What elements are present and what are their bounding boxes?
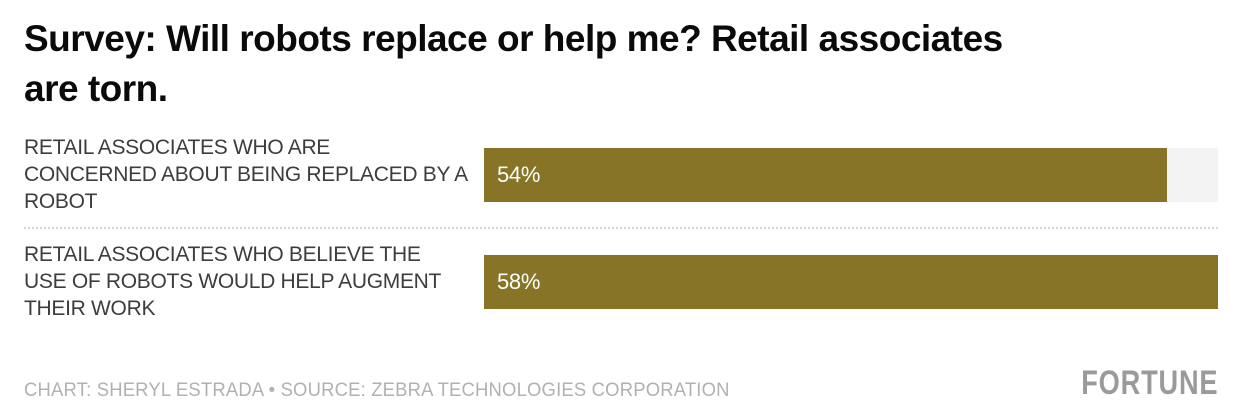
- bar-row-label: RETAIL ASSOCIATES WHO BELIEVE THE USE OF…: [24, 243, 441, 320]
- bar-row-augment: RETAIL ASSOCIATES WHO BELIEVE THE USE OF…: [24, 241, 1218, 322]
- bar-fill: 54%: [484, 147, 1168, 202]
- bar-fill: 58%: [484, 254, 1218, 309]
- bar-track: 58%: [484, 254, 1218, 309]
- bar-row-label: RETAIL ASSOCIATES WHO ARE CONCERNED ABOU…: [24, 136, 467, 213]
- chart-footer: CHART: SHERYL ESTRADA • SOURCE: ZEBRA TE…: [24, 366, 1218, 402]
- bar-value-label: 54%: [497, 161, 541, 187]
- bar-value-label: 58%: [497, 268, 541, 294]
- row-separator: [24, 227, 1218, 229]
- credit-line: CHART: SHERYL ESTRADA • SOURCE: ZEBRA TE…: [24, 380, 730, 401]
- bar-row-concerned: RETAIL ASSOCIATES WHO ARE CONCERNED ABOU…: [24, 134, 1218, 215]
- fortune-logo: FORTUNE: [1080, 364, 1218, 402]
- chart-title-line1: Survey: Will robots replace or help me? …: [24, 18, 1003, 59]
- bar-chart: RETAIL ASSOCIATES WHO ARE CONCERNED ABOU…: [24, 134, 1218, 322]
- chart-title-line2: are torn.: [24, 68, 168, 109]
- bar-track: 54%: [484, 147, 1218, 202]
- chart-title: Survey: Will robots replace or help me? …: [24, 14, 1218, 114]
